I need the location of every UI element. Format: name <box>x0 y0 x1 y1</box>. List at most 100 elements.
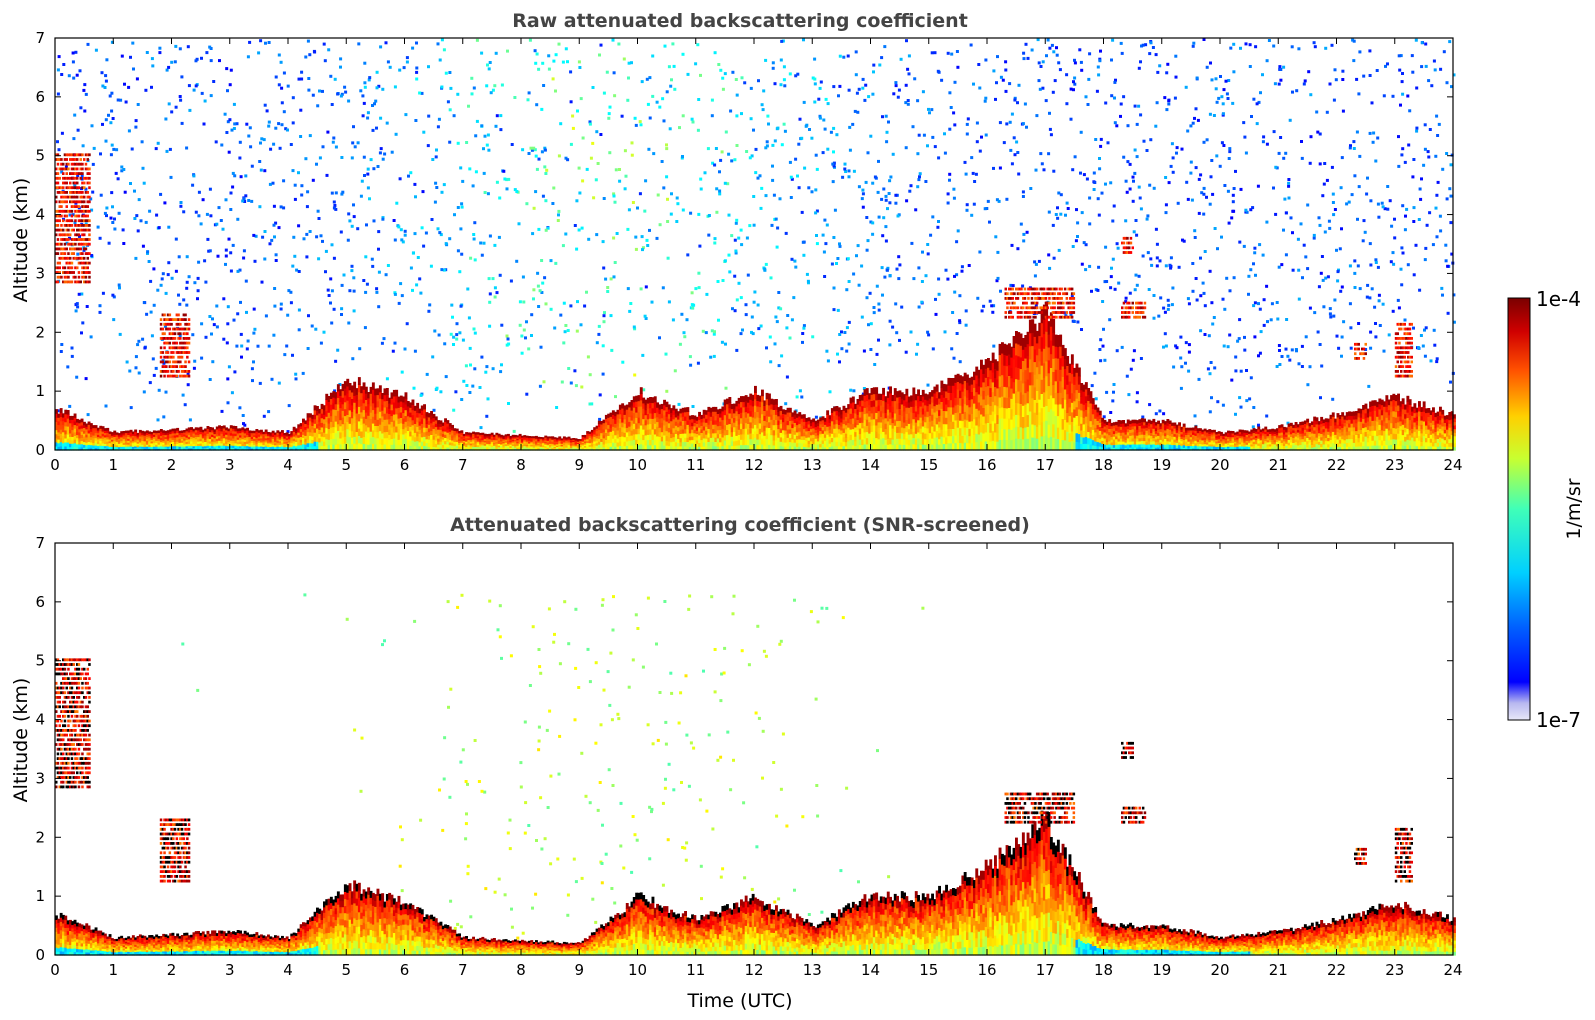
backscatter-cell <box>239 432 242 436</box>
noise-cell <box>769 360 773 364</box>
backscatter-cell <box>532 438 536 441</box>
noise-cell <box>479 426 483 430</box>
noise-cell <box>763 267 767 271</box>
backscatter-cell <box>416 407 420 413</box>
backscatter-cell <box>285 434 289 437</box>
backscatter-cell <box>528 445 531 448</box>
noise-cell <box>1249 376 1253 380</box>
backscatter-cell <box>341 430 345 438</box>
noise-cell <box>68 404 72 408</box>
noise-cell <box>137 339 141 343</box>
backscatter-cell <box>176 439 180 442</box>
backscatter-cell <box>83 444 86 448</box>
noise-cell <box>487 148 491 152</box>
noise-cell <box>472 86 476 90</box>
noise-cell <box>543 276 547 280</box>
backscatter-cell <box>528 441 531 444</box>
noise-cell <box>305 255 309 259</box>
backscatter-cell <box>164 448 168 451</box>
noise-cell <box>873 363 877 366</box>
noise-cell <box>475 119 479 123</box>
noise-cell <box>618 168 621 171</box>
noise-cell <box>76 305 80 309</box>
noise-cell <box>1040 162 1044 166</box>
noise-cell <box>685 318 689 322</box>
backscatter-cell <box>364 424 368 432</box>
backscatter-cell <box>246 445 249 449</box>
backscatter-cell <box>197 447 200 451</box>
noise-cell <box>436 125 440 129</box>
noise-cell <box>152 303 156 307</box>
noise-cell <box>1080 328 1083 331</box>
noise-cell <box>531 232 535 236</box>
noise-cell <box>585 290 588 294</box>
backscatter-cell <box>446 444 450 448</box>
backscatter-cell <box>103 445 107 449</box>
backscatter-cell <box>267 435 270 438</box>
backscatter-cell <box>103 428 107 431</box>
backscatter-cell <box>269 444 273 448</box>
noise-cell <box>1098 348 1102 351</box>
backscatter-cell <box>57 420 61 426</box>
noise-cell <box>1149 257 1153 261</box>
backscatter-cell <box>276 440 280 443</box>
noise-cell <box>1084 95 1088 99</box>
noise-cell <box>359 89 363 93</box>
backscatter-cell <box>120 448 124 451</box>
noise-cell <box>1313 311 1317 315</box>
backscatter-cell <box>288 446 291 449</box>
noise-cell <box>1322 182 1326 186</box>
noise-cell <box>215 325 219 329</box>
backscatter-cell <box>190 445 193 449</box>
backscatter-cell <box>206 445 210 449</box>
noise-cell <box>1340 285 1344 289</box>
noise-cell <box>1259 330 1263 334</box>
noise-cell <box>1069 313 1073 317</box>
noise-cell <box>1244 208 1248 212</box>
backscatter-cell <box>444 427 447 432</box>
noise-cell <box>1312 233 1316 237</box>
noise-cell <box>849 388 853 392</box>
backscatter-cell <box>257 436 261 439</box>
noise-cell <box>170 110 174 114</box>
backscatter-cell <box>250 440 254 443</box>
noise-cell <box>595 233 599 237</box>
backscatter-cell <box>420 405 424 411</box>
noise-cell <box>1328 226 1332 230</box>
backscatter-cell <box>159 433 163 436</box>
backscatter-cell <box>136 444 140 448</box>
noise-cell <box>1021 190 1025 194</box>
backscatter-cell <box>269 441 273 444</box>
backscatter-cell <box>418 425 422 430</box>
noise-cell <box>1405 207 1409 211</box>
noise-cell <box>218 59 221 63</box>
backscatter-cell <box>532 443 536 446</box>
backscatter-cell <box>562 444 566 447</box>
backscatter-cell <box>481 441 485 444</box>
noise-cell <box>933 145 937 149</box>
backscatter-cell <box>278 442 282 446</box>
backscatter-cell <box>257 430 261 433</box>
noise-cell <box>604 277 608 281</box>
backscatter-cell <box>283 434 287 437</box>
backscatter-cell <box>194 440 198 444</box>
backscatter-cell <box>374 388 378 396</box>
noise-cell <box>814 153 818 157</box>
noise-cell <box>630 61 633 65</box>
backscatter-cell <box>479 436 482 439</box>
noise-cell <box>802 253 806 257</box>
noise-cell <box>1228 289 1232 293</box>
backscatter-cell <box>569 443 573 445</box>
noise-cell <box>975 121 979 125</box>
noise-cell <box>439 390 443 394</box>
backscatter-cell <box>194 443 198 447</box>
backscatter-cell <box>430 442 433 447</box>
noise-cell <box>118 332 122 336</box>
backscatter-cell <box>180 434 184 437</box>
backscatter-cell <box>369 443 373 451</box>
noise-cell <box>1336 270 1340 274</box>
backscatter-cell <box>285 435 289 439</box>
backscatter-cell <box>453 439 457 442</box>
backscatter-cell <box>576 445 580 448</box>
backscatter-cell <box>306 416 310 422</box>
